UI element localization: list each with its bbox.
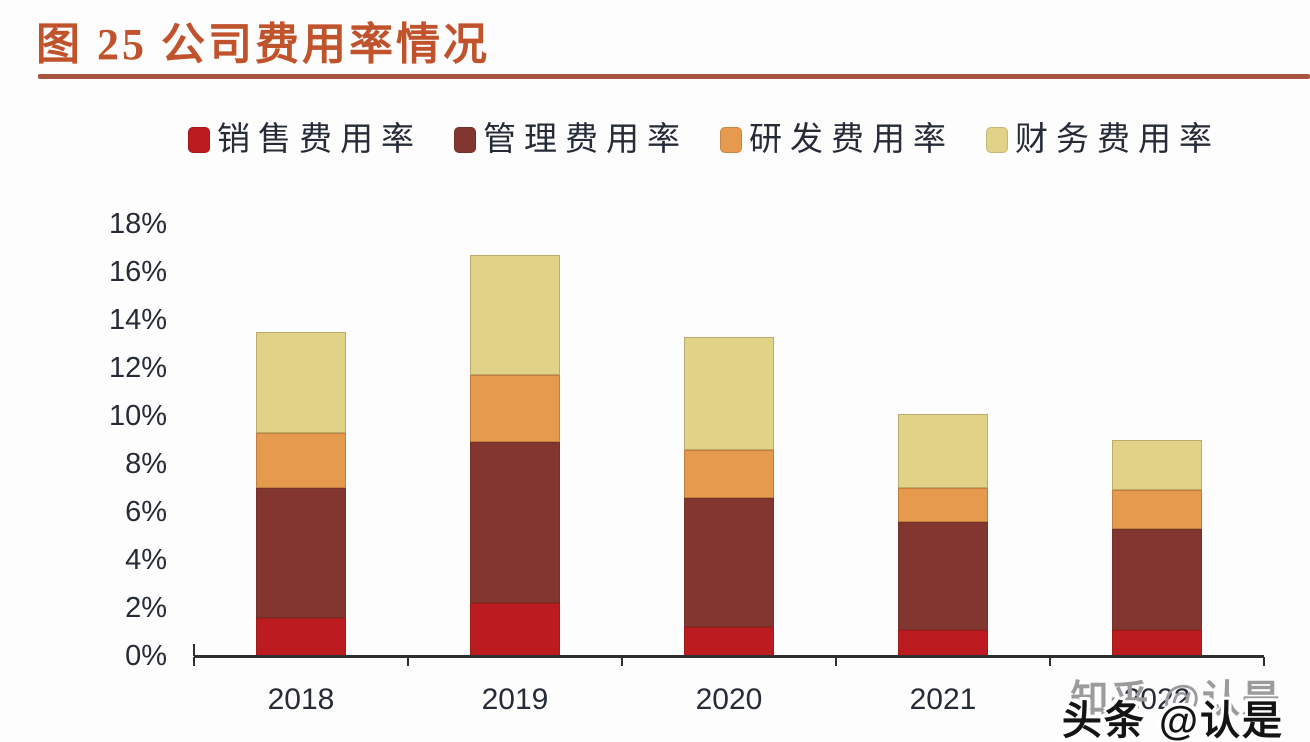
x-axis-tick	[1263, 657, 1265, 666]
bar-segment-finance-expense-ratio	[898, 413, 988, 488]
bar-segment-sales-expense-ratio	[684, 627, 774, 656]
bar-segment-sales-expense-ratio	[898, 629, 988, 656]
title-underline	[38, 74, 1310, 79]
bar-segment-management-expense-ratio	[898, 521, 988, 630]
legend-item-sales-expense-ratio: 销售费用率	[188, 122, 422, 158]
bar-segment-finance-expense-ratio	[1112, 440, 1202, 491]
bar-segment-management-expense-ratio	[684, 497, 774, 628]
bar-segment-sales-expense-ratio	[256, 617, 346, 656]
figure-title: 图 25 公司费用率情况	[36, 20, 490, 69]
legend-swatch-icon	[986, 127, 1008, 153]
y-axis-label: 18%	[108, 208, 167, 240]
y-axis-label: 2%	[125, 592, 167, 624]
x-axis-label: 2019	[481, 683, 549, 716]
x-axis-tick	[835, 657, 837, 666]
legend-swatch-icon	[720, 127, 742, 153]
x-axis-tick	[1049, 657, 1051, 666]
bar-segment-rd-expense-ratio	[470, 375, 560, 443]
bar-segment-rd-expense-ratio	[1112, 490, 1202, 529]
bar-segment-finance-expense-ratio	[256, 332, 346, 433]
bar-segment-management-expense-ratio	[1112, 528, 1202, 630]
bar-segment-sales-expense-ratio	[470, 603, 560, 656]
legend-label: 管理费用率	[483, 122, 688, 158]
axis-origin-tick	[193, 644, 195, 656]
legend-item-finance-expense-ratio: 财务费用率	[986, 122, 1220, 158]
bar-segment-finance-expense-ratio	[470, 255, 560, 376]
y-axis-label: 0%	[125, 640, 167, 672]
bar-segment-rd-expense-ratio	[684, 449, 774, 498]
y-axis-label: 4%	[125, 544, 167, 576]
y-axis-label: 14%	[108, 304, 167, 336]
bar-segment-management-expense-ratio	[256, 488, 346, 618]
legend-label: 销售费用率	[217, 122, 422, 158]
legend-item-management-expense-ratio: 管理费用率	[454, 122, 688, 158]
bar-segment-rd-expense-ratio	[898, 488, 988, 522]
x-axis-tick	[193, 657, 195, 666]
x-axis-label: 2021	[909, 683, 977, 716]
watermark-zhihu: 知乎 @认是	[1070, 679, 1282, 721]
legend-label: 研发费用率	[749, 122, 954, 158]
y-axis-label: 10%	[108, 400, 167, 432]
bar-segment-finance-expense-ratio	[684, 336, 774, 450]
legend-swatch-icon	[188, 127, 210, 153]
bar-segment-management-expense-ratio	[470, 442, 560, 604]
legend-item-rd-expense-ratio: 研发费用率	[720, 122, 954, 158]
x-axis-label: 2022	[1123, 683, 1191, 716]
legend-swatch-icon	[454, 127, 476, 153]
y-axis-label: 8%	[125, 448, 167, 480]
y-axis-label: 16%	[108, 256, 167, 288]
legend-label: 财务费用率	[1015, 122, 1220, 158]
x-axis-label: 2018	[267, 683, 335, 716]
x-axis-label: 2020	[695, 683, 763, 716]
x-axis-tick	[407, 657, 409, 666]
bar-segment-sales-expense-ratio	[1112, 629, 1202, 656]
watermark-toutiao: 头条 @认是	[1061, 699, 1284, 742]
chart-legend: 销售费用率 管理费用率 研发费用率 财务费用率	[188, 122, 1220, 158]
y-axis-label: 12%	[108, 352, 167, 384]
x-axis-tick	[621, 657, 623, 666]
x-axis-line	[194, 655, 1264, 658]
y-axis-label: 6%	[125, 496, 167, 528]
bar-segment-rd-expense-ratio	[256, 432, 346, 488]
